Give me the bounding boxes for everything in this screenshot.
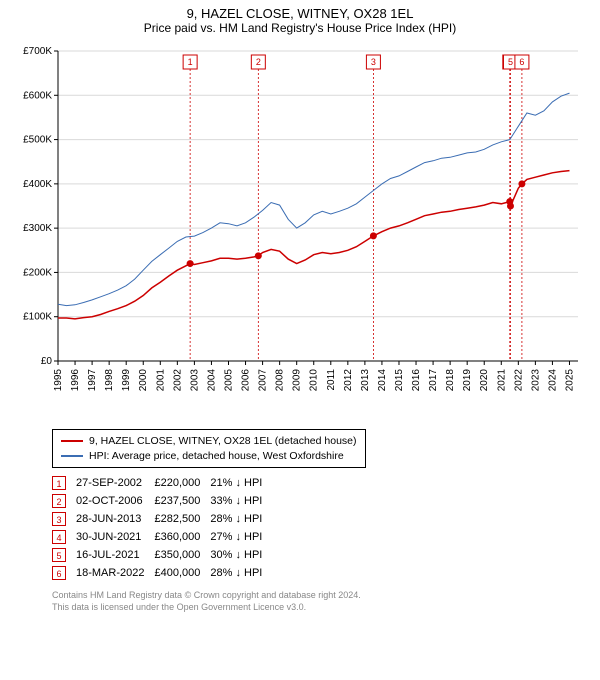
svg-text:2013: 2013 [360, 369, 371, 392]
svg-text:2002: 2002 [172, 369, 183, 392]
chart-title: 9, HAZEL CLOSE, WITNEY, OX28 1EL [10, 6, 590, 21]
svg-text:1996: 1996 [70, 369, 81, 392]
svg-text:1997: 1997 [87, 369, 98, 392]
sale-diff: 30% ↓ HPI [210, 546, 272, 564]
svg-text:2014: 2014 [377, 369, 388, 392]
svg-text:1999: 1999 [121, 369, 132, 392]
svg-text:2: 2 [256, 57, 261, 67]
sale-date: 18-MAR-2022 [76, 564, 154, 582]
svg-text:2021: 2021 [496, 369, 507, 392]
sale-date: 16-JUL-2021 [76, 546, 154, 564]
svg-text:2004: 2004 [206, 369, 217, 392]
table-row: 2 02-OCT-2006£237,50033% ↓ HPI [52, 492, 272, 510]
legend-label: HPI: Average price, detached house, West… [89, 449, 344, 464]
svg-text:2024: 2024 [547, 369, 558, 392]
svg-text:2005: 2005 [223, 369, 234, 392]
table-row: 5 16-JUL-2021£350,00030% ↓ HPI [52, 546, 272, 564]
svg-text:2008: 2008 [275, 369, 286, 392]
sale-marker-box: 1 [52, 476, 66, 490]
svg-text:3: 3 [371, 57, 376, 67]
sale-price: £360,000 [154, 528, 210, 546]
svg-text:2011: 2011 [326, 369, 337, 391]
legend-swatch-blue [61, 455, 83, 457]
svg-text:2001: 2001 [155, 369, 166, 392]
svg-text:2003: 2003 [189, 369, 200, 392]
sale-date: 02-OCT-2006 [76, 492, 154, 510]
svg-text:2006: 2006 [241, 369, 252, 392]
table-row: 1 27-SEP-2002£220,00021% ↓ HPI [52, 474, 272, 492]
svg-text:2007: 2007 [258, 369, 269, 392]
legend-label: 9, HAZEL CLOSE, WITNEY, OX28 1EL (detach… [89, 434, 357, 449]
svg-text:2019: 2019 [462, 369, 473, 392]
svg-text:2016: 2016 [411, 369, 422, 392]
svg-text:2012: 2012 [343, 369, 354, 392]
table-row: 6 18-MAR-2022£400,00028% ↓ HPI [52, 564, 272, 582]
svg-text:2025: 2025 [564, 369, 575, 392]
sale-diff: 33% ↓ HPI [210, 492, 272, 510]
sale-diff: 21% ↓ HPI [210, 474, 272, 492]
sales-table: 1 27-SEP-2002£220,00021% ↓ HPI 2 02-OCT-200… [52, 474, 272, 582]
sale-price: £220,000 [154, 474, 210, 492]
legend: 9, HAZEL CLOSE, WITNEY, OX28 1EL (detach… [52, 429, 366, 468]
svg-text:1: 1 [188, 57, 193, 67]
line-chart-svg: £0 £100K £200K £300K £400K £500K £600K £700K 199… [10, 41, 590, 421]
sale-marker-box: 3 [52, 512, 66, 526]
sale-diff: 28% ↓ HPI [210, 564, 272, 582]
sale-price: £350,000 [154, 546, 210, 564]
svg-text:6: 6 [519, 57, 524, 67]
svg-text:£300K: £300K [23, 223, 52, 234]
svg-text:2023: 2023 [530, 369, 541, 392]
footer-line: Contains HM Land Registry data © Crown c… [52, 590, 590, 602]
legend-swatch-red [61, 440, 83, 442]
footer-line: This data is licensed under the Open Gov… [52, 602, 590, 614]
svg-text:£100K: £100K [23, 312, 52, 323]
sale-price: £237,500 [154, 492, 210, 510]
svg-text:2017: 2017 [428, 369, 439, 392]
table-row: 3 28-JUN-2013£282,50028% ↓ HPI [52, 510, 272, 528]
sale-date: 27-SEP-2002 [76, 474, 154, 492]
svg-text:£0: £0 [41, 356, 53, 367]
sale-marker-box: 4 [52, 530, 66, 544]
chart-area: £0 £100K £200K £300K £400K £500K £600K £700K 199… [10, 41, 590, 421]
chart-container: 9, HAZEL CLOSE, WITNEY, OX28 1EL Price p… [0, 0, 600, 618]
attribution-footer: Contains HM Land Registry data © Crown c… [52, 590, 590, 613]
svg-text:5: 5 [508, 57, 513, 67]
svg-text:1995: 1995 [53, 369, 64, 392]
svg-text:£200K: £200K [23, 267, 52, 278]
svg-text:2009: 2009 [292, 369, 303, 392]
sale-price: £282,500 [154, 510, 210, 528]
svg-text:2018: 2018 [445, 369, 456, 392]
svg-text:£500K: £500K [23, 135, 52, 146]
sale-marker-box: 2 [52, 494, 66, 508]
svg-text:£600K: £600K [23, 90, 52, 101]
svg-text:2020: 2020 [479, 369, 490, 392]
svg-text:2015: 2015 [394, 369, 405, 392]
table-row: 4 30-JUN-2021£360,00027% ↓ HPI [52, 528, 272, 546]
svg-text:2000: 2000 [138, 369, 149, 392]
sale-marker-box: 6 [52, 566, 66, 580]
sale-price: £400,000 [154, 564, 210, 582]
sale-date: 30-JUN-2021 [76, 528, 154, 546]
svg-text:2010: 2010 [309, 369, 320, 392]
sale-diff: 27% ↓ HPI [210, 528, 272, 546]
legend-row: HPI: Average price, detached house, West… [61, 449, 357, 464]
sale-diff: 28% ↓ HPI [210, 510, 272, 528]
svg-text:£400K: £400K [23, 179, 52, 190]
legend-row: 9, HAZEL CLOSE, WITNEY, OX28 1EL (detach… [61, 434, 357, 449]
svg-text:1998: 1998 [104, 369, 115, 392]
svg-text:2022: 2022 [513, 369, 524, 392]
sale-marker-box: 5 [52, 548, 66, 562]
chart-subtitle: Price paid vs. HM Land Registry's House … [10, 21, 590, 35]
svg-text:£700K: £700K [23, 46, 52, 57]
sale-date: 28-JUN-2013 [76, 510, 154, 528]
